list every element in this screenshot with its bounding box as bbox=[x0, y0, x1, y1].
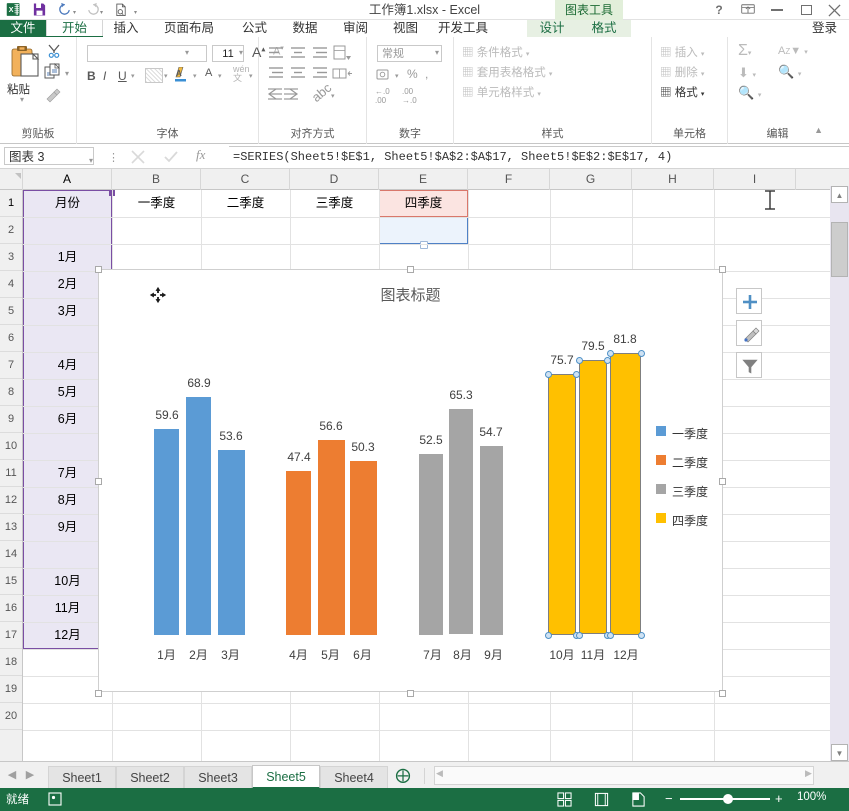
svg-text:A: A bbox=[176, 69, 182, 78]
svg-text:X: X bbox=[9, 6, 14, 14]
